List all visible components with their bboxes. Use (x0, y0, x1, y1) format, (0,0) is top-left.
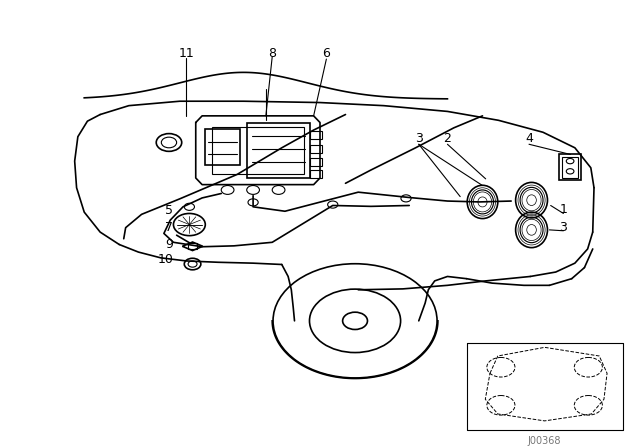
Bar (310, 131, 322, 139)
Text: 7: 7 (165, 221, 173, 234)
Text: 4: 4 (525, 133, 533, 146)
Text: 2: 2 (444, 133, 451, 146)
Text: 8: 8 (268, 47, 276, 60)
Bar (310, 170, 322, 178)
Text: 1: 1 (559, 203, 567, 216)
Bar (559, 155, 581, 180)
Text: 11: 11 (179, 47, 194, 60)
Text: 5: 5 (165, 204, 173, 217)
Text: 6: 6 (323, 47, 330, 60)
Bar (562, 157, 578, 178)
Bar (310, 145, 322, 153)
Text: J00368: J00368 (528, 435, 561, 446)
Bar (188, 243, 197, 250)
Bar (310, 158, 322, 166)
Text: 3: 3 (415, 133, 422, 146)
Bar (246, 122, 310, 178)
Bar (205, 129, 241, 165)
Bar (212, 127, 304, 173)
Text: 3: 3 (559, 221, 567, 234)
Text: 10: 10 (158, 253, 173, 266)
Text: 9: 9 (165, 237, 173, 250)
